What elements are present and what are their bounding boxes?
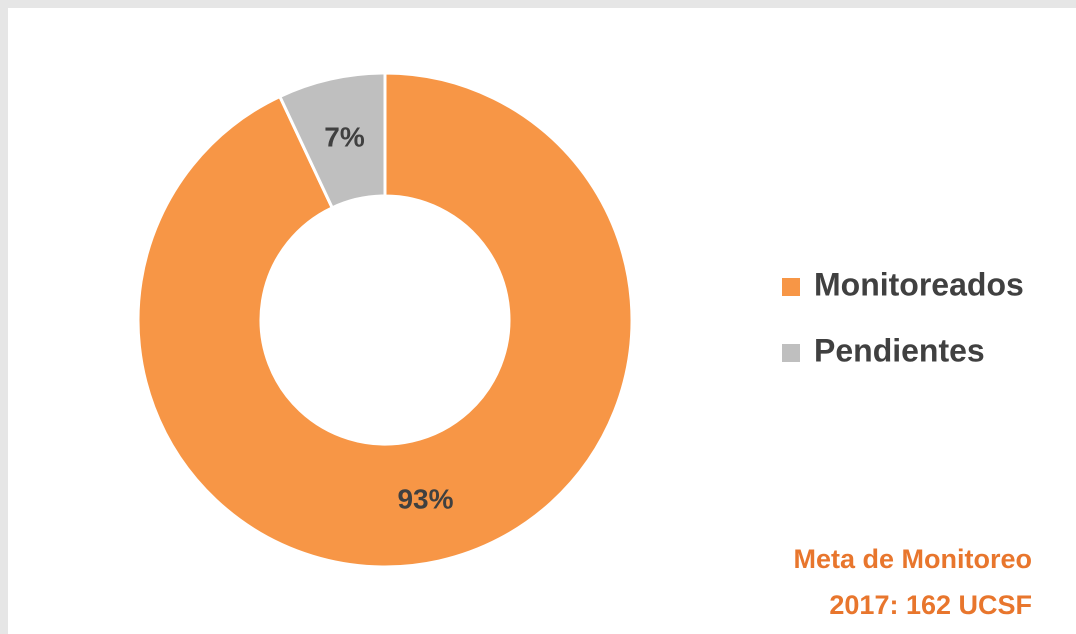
annotation: Meta de Monitoreo bbox=[793, 544, 1032, 574]
annotation: 2017: 162 UCSF bbox=[829, 590, 1032, 620]
donut-slice bbox=[136, 71, 634, 569]
legend-swatch bbox=[782, 278, 800, 296]
legend-label: Pendientes bbox=[814, 332, 985, 368]
data-label: 7% bbox=[324, 121, 365, 152]
data-label: 93% bbox=[397, 483, 453, 514]
donut-slice bbox=[277, 71, 387, 210]
legend-swatch bbox=[782, 344, 800, 362]
legend-label: Monitoreados bbox=[814, 266, 1024, 302]
